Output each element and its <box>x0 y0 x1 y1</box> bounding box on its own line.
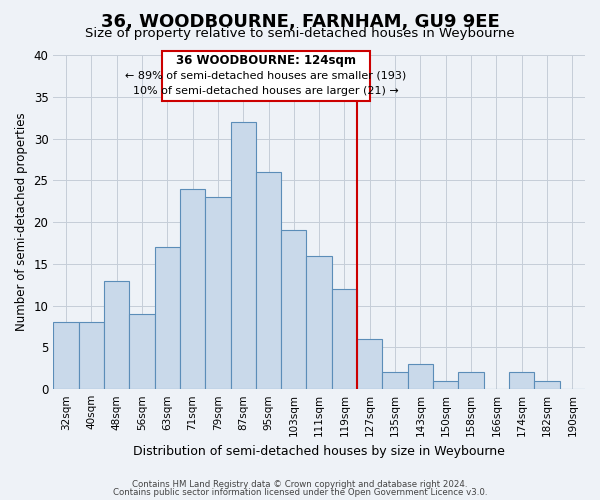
Bar <box>307 256 332 389</box>
Bar <box>79 322 104 389</box>
Text: ← 89% of semi-detached houses are smaller (193): ← 89% of semi-detached houses are smalle… <box>125 71 407 81</box>
Bar <box>408 364 433 389</box>
Bar <box>205 197 230 389</box>
Bar <box>382 372 408 389</box>
Bar <box>433 381 458 389</box>
Text: 10% of semi-detached houses are larger (21) →: 10% of semi-detached houses are larger (… <box>133 86 399 96</box>
Text: 36, WOODBOURNE, FARNHAM, GU9 9EE: 36, WOODBOURNE, FARNHAM, GU9 9EE <box>101 12 499 30</box>
Bar <box>281 230 307 389</box>
Text: 36 WOODBOURNE: 124sqm: 36 WOODBOURNE: 124sqm <box>176 54 356 68</box>
Bar <box>535 381 560 389</box>
Bar <box>357 339 382 389</box>
Bar <box>256 172 281 389</box>
Bar <box>230 122 256 389</box>
Text: Size of property relative to semi-detached houses in Weybourne: Size of property relative to semi-detach… <box>85 28 515 40</box>
Y-axis label: Number of semi-detached properties: Number of semi-detached properties <box>15 113 28 332</box>
Text: Contains public sector information licensed under the Open Government Licence v3: Contains public sector information licen… <box>113 488 487 497</box>
Bar <box>129 314 155 389</box>
Bar <box>104 280 129 389</box>
Bar <box>332 289 357 389</box>
X-axis label: Distribution of semi-detached houses by size in Weybourne: Distribution of semi-detached houses by … <box>133 444 505 458</box>
Bar <box>155 247 180 389</box>
Bar <box>53 322 79 389</box>
FancyBboxPatch shape <box>162 51 370 101</box>
Bar <box>509 372 535 389</box>
Bar <box>458 372 484 389</box>
Bar <box>180 188 205 389</box>
Text: Contains HM Land Registry data © Crown copyright and database right 2024.: Contains HM Land Registry data © Crown c… <box>132 480 468 489</box>
